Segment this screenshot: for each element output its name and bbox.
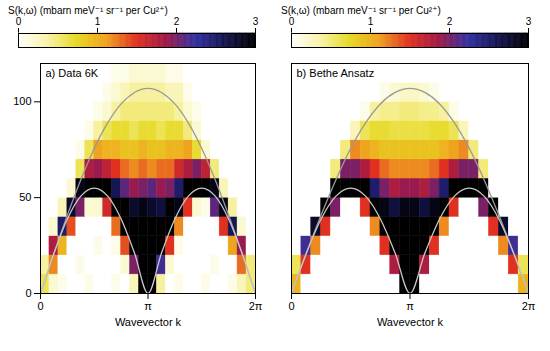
svg-text:Wavevector k: Wavevector k xyxy=(115,316,182,328)
html-text:S(k,ω) (mbarn meV⁻¹ sr⁻¹ per C: S(k,ω) (mbarn meV⁻¹ sr⁻¹ per Cu²⁺) xyxy=(281,5,441,16)
svg-text:2π: 2π xyxy=(522,300,536,312)
svg-text:π: π xyxy=(406,300,414,312)
svg-text:0: 0 xyxy=(25,287,31,299)
svg-text:0: 0 xyxy=(37,300,43,312)
svg-text:a) Data 6K: a) Data 6K xyxy=(46,67,99,79)
svg-text:2π: 2π xyxy=(249,300,263,312)
svg-text:2: 2 xyxy=(447,17,453,27)
svg-text:2: 2 xyxy=(174,17,180,27)
svg-text:3: 3 xyxy=(253,17,259,27)
svg-text:100: 100 xyxy=(13,95,31,107)
svg-text:0: 0 xyxy=(289,17,295,27)
svg-text:1: 1 xyxy=(368,17,374,27)
svg-text:1: 1 xyxy=(95,17,101,27)
svg-text:π: π xyxy=(144,300,152,312)
svg-text:3: 3 xyxy=(526,17,532,27)
svg-text:0: 0 xyxy=(288,300,294,312)
svg-text:Wavevector k: Wavevector k xyxy=(377,316,444,328)
svg-text:50: 50 xyxy=(19,191,31,203)
html-text:S(k,ω) (mbarn meV⁻¹ sr⁻¹ per C: S(k,ω) (mbarn meV⁻¹ sr⁻¹ per Cu²⁺) xyxy=(8,5,168,16)
svg-text:0: 0 xyxy=(16,17,22,27)
svg-text:b) Bethe Ansatz: b) Bethe Ansatz xyxy=(297,67,375,79)
